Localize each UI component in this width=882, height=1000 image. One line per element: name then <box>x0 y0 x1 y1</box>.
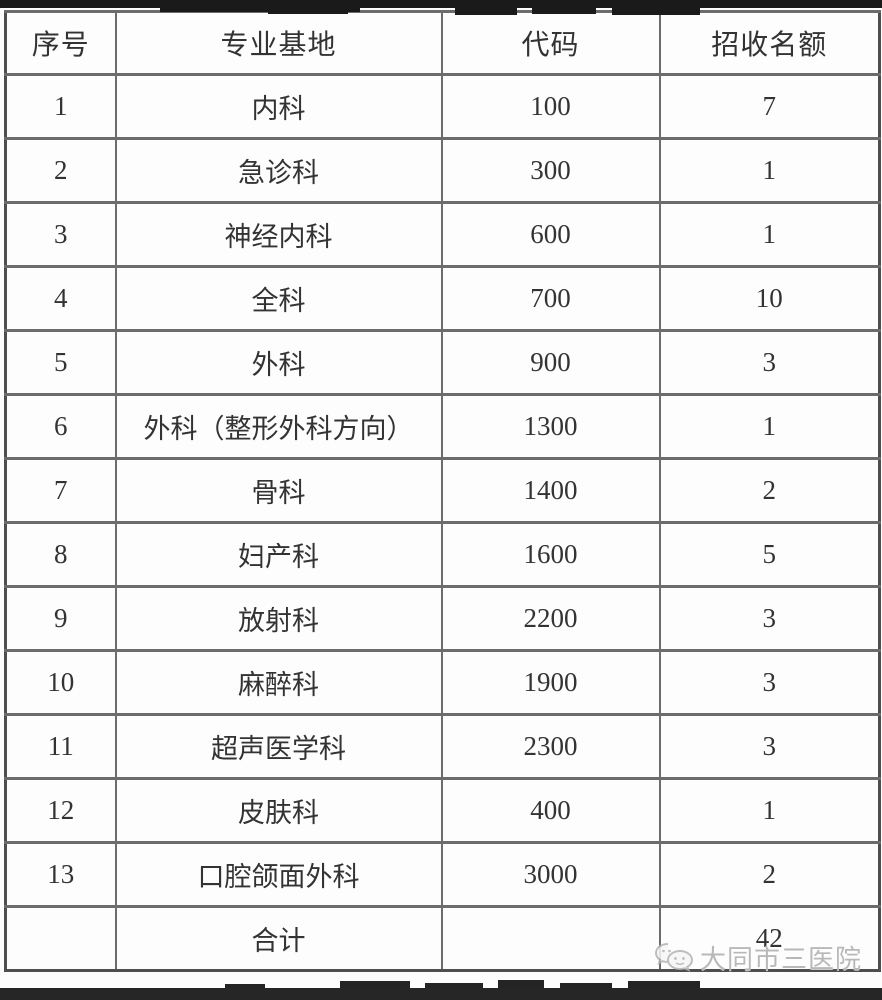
table-row: 3 神经内科 600 1 <box>4 201 881 268</box>
header-code: 代码 <box>440 10 661 76</box>
row-no-cell: 7 <box>4 457 117 524</box>
row-no-cell: 12 <box>4 777 117 844</box>
quota-cell: 1 <box>658 393 881 460</box>
watermark-text: 大同市三医院 <box>699 945 862 974</box>
cropped-glyph-fragment <box>160 6 360 12</box>
code-cell: 900 <box>440 329 661 396</box>
quota-cell: 5 <box>658 521 881 588</box>
quota-cell: 3 <box>658 713 881 780</box>
code-cell: 2200 <box>440 585 661 652</box>
quota-cell: 3 <box>658 649 881 716</box>
row-no-cell: 13 <box>4 841 117 908</box>
quota-cell: 7 <box>658 73 881 140</box>
row-no-cell: 8 <box>4 521 117 588</box>
table-row: 8 妇产科 1600 5 <box>4 521 881 588</box>
row-no-cell: 11 <box>4 713 117 780</box>
specialty-cell: 全科 <box>114 265 443 332</box>
header-no: 序号 <box>4 10 117 76</box>
row-no-cell: 9 <box>4 585 117 652</box>
row-no-cell: 1 <box>4 73 117 140</box>
cropped-glyph-fragment <box>498 980 544 989</box>
specialty-cell: 内科 <box>114 73 443 140</box>
header-quota: 招收名额 <box>658 10 881 76</box>
table-row: 10 麻醉科 1900 3 <box>4 649 881 716</box>
quota-cell: 1 <box>658 777 881 844</box>
row-no-cell: 3 <box>4 201 117 268</box>
code-cell: 600 <box>440 201 661 268</box>
code-cell: 1400 <box>440 457 661 524</box>
quota-cell: 1 <box>658 137 881 204</box>
specialty-cell: 口腔颌面外科 <box>114 841 443 908</box>
code-cell: 3000 <box>440 841 661 908</box>
total-no-cell <box>4 905 117 972</box>
watermark: 大同市三医院 <box>654 939 862 976</box>
table-row: 12 皮肤科 400 1 <box>4 777 881 844</box>
cropped-glyph-fragment <box>268 8 348 14</box>
cropped-glyph-fragment <box>455 8 517 15</box>
quota-cell: 1 <box>658 201 881 268</box>
specialty-cell: 麻醉科 <box>114 649 443 716</box>
table-header-row: 序号 专业基地 代码 招收名额 <box>4 10 881 76</box>
total-label-cell: 合计 <box>114 905 443 972</box>
wechat-bubbles-icon <box>654 942 693 972</box>
table-row: 4 全科 700 10 <box>4 265 881 332</box>
quota-cell: 2 <box>658 841 881 908</box>
specialty-cell: 外科 <box>114 329 443 396</box>
cropped-glyph-fragment <box>628 981 700 989</box>
specialty-cell: 急诊科 <box>114 137 443 204</box>
specialty-cell: 神经内科 <box>114 201 443 268</box>
table-row: 5 外科 900 3 <box>4 329 881 396</box>
row-no-cell: 4 <box>4 265 117 332</box>
total-row: 合计 42 <box>4 905 881 972</box>
table-row: 9 放射科 2200 3 <box>4 585 881 652</box>
cropped-glyph-fragment <box>612 8 700 15</box>
quota-cell: 3 <box>658 329 881 396</box>
header-specialty: 专业基地 <box>114 10 443 76</box>
code-cell: 1300 <box>440 393 661 460</box>
row-no-cell: 6 <box>4 393 117 460</box>
code-cell: 700 <box>440 265 661 332</box>
specialty-cell: 皮肤科 <box>114 777 443 844</box>
specialty-cell: 妇产科 <box>114 521 443 588</box>
table-row: 1 内科 100 7 <box>4 73 881 140</box>
table-row: 7 骨科 1400 2 <box>4 457 881 524</box>
table-row: 6 外科（整形外科方向） 1300 1 <box>4 393 881 460</box>
specialty-cell: 超声医学科 <box>114 713 443 780</box>
cropped-heading-bottom-strip <box>0 988 882 1000</box>
cropped-heading-top-strip <box>0 0 882 8</box>
specialty-cell: 外科（整形外科方向） <box>114 393 443 460</box>
code-cell: 1900 <box>440 649 661 716</box>
total-code-cell <box>440 905 661 972</box>
row-no-cell: 5 <box>4 329 117 396</box>
cropped-glyph-fragment <box>225 984 265 989</box>
row-no-cell: 2 <box>4 137 117 204</box>
code-cell: 400 <box>440 777 661 844</box>
quota-cell: 3 <box>658 585 881 652</box>
specialty-cell: 放射科 <box>114 585 443 652</box>
code-cell: 1600 <box>440 521 661 588</box>
code-cell: 100 <box>440 73 661 140</box>
table-row: 11 超声医学科 2300 3 <box>4 713 881 780</box>
recruitment-quota-table: 序号 专业基地 代码 招收名额 1 内科 100 7 2 急诊科 300 1 3… <box>4 10 881 972</box>
cropped-glyph-fragment <box>425 983 483 989</box>
quota-cell: 10 <box>658 265 881 332</box>
table-row: 2 急诊科 300 1 <box>4 137 881 204</box>
specialty-cell: 骨科 <box>114 457 443 524</box>
row-no-cell: 10 <box>4 649 117 716</box>
cropped-glyph-fragment <box>532 8 596 14</box>
code-cell: 300 <box>440 137 661 204</box>
cropped-glyph-fragment <box>560 983 612 989</box>
code-cell: 2300 <box>440 713 661 780</box>
quota-cell: 2 <box>658 457 881 524</box>
total-quota-cell: 42 <box>658 905 881 972</box>
cropped-glyph-fragment <box>340 981 410 989</box>
table-row: 13 口腔颌面外科 3000 2 <box>4 841 881 908</box>
